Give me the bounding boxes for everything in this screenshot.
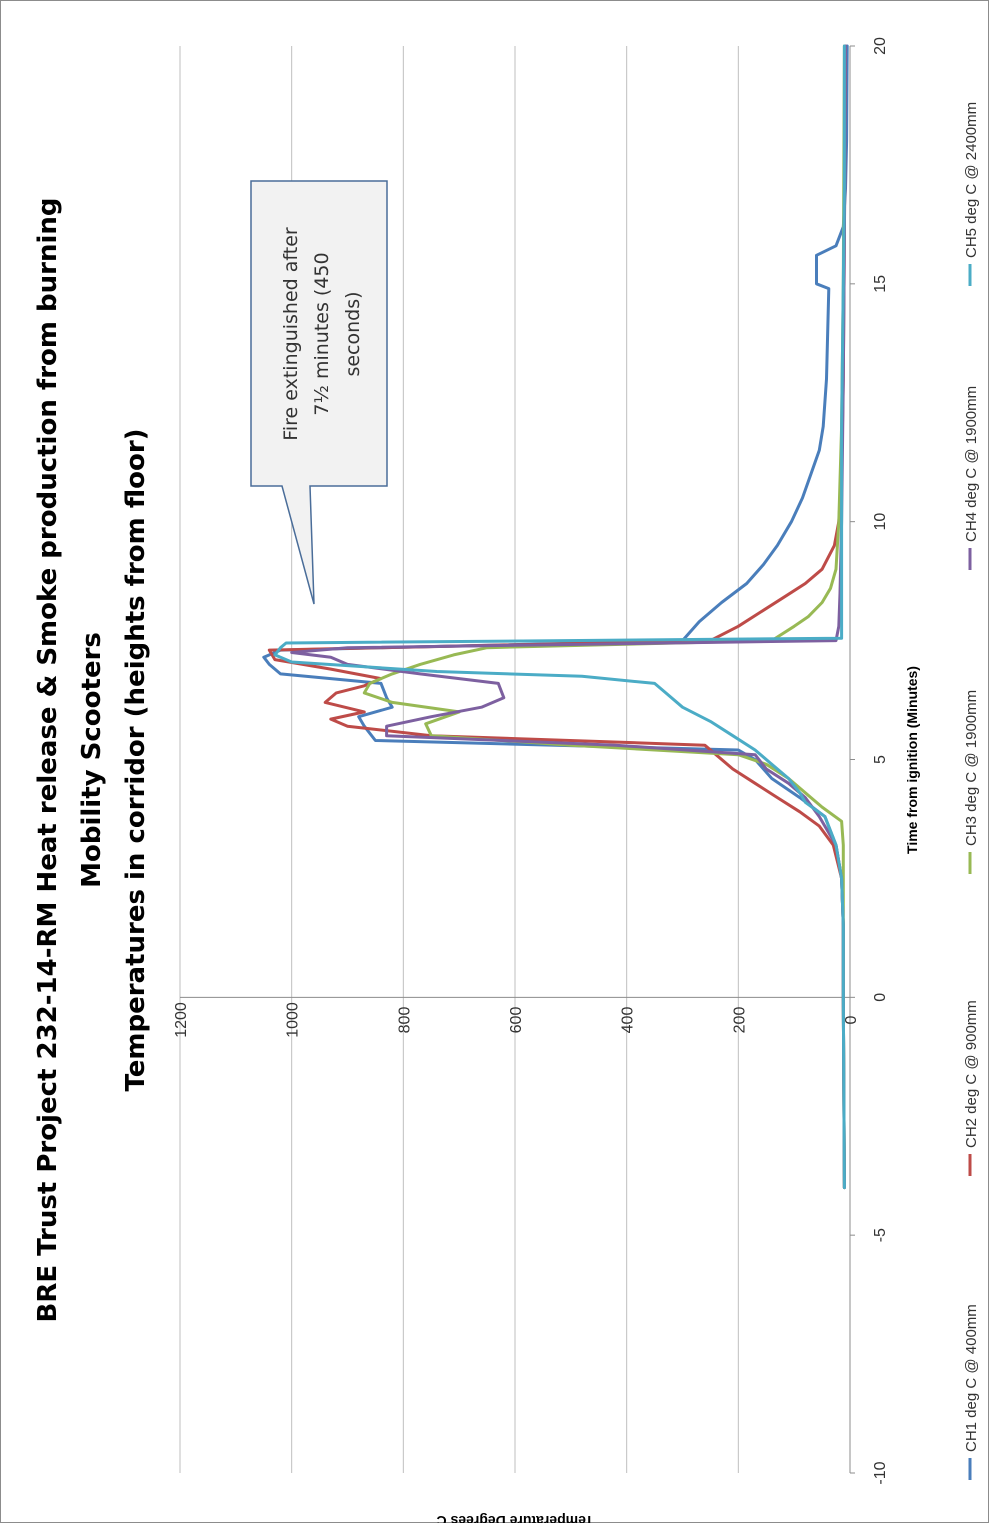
legend-label-ch5: CH5 deg C @ 2400mm — [963, 102, 980, 258]
callout-box — [250, 180, 388, 605]
legend-label-ch4: CH4 deg C @ 1900mm — [963, 386, 980, 542]
series-line-ch4 — [290, 44, 847, 1190]
legend: CH1 deg C @ 400mm CH2 deg C @ 900mm CH3 de… — [963, 102, 980, 1480]
chart-title-line-2: Mobility Scooters — [77, 632, 107, 888]
chart-title-line-3: Temperatures in corridor (heights from f… — [121, 428, 151, 1091]
y-tick-label: 1200 — [173, 1002, 190, 1038]
callout-line-2: 7½ minutes (450 — [311, 252, 333, 415]
callout-line-3: seconds) — [342, 291, 364, 376]
x-tick-label: 15 — [872, 275, 889, 293]
chart-title-group: BRE Trust Project 232-14-RM Heat release… — [33, 197, 151, 1322]
legend-label-ch3: CH3 deg C @ 1900mm — [963, 690, 980, 846]
x-tick-label: 0 — [872, 993, 889, 1002]
series-line-ch3 — [362, 44, 846, 1190]
x-tick-label: 20 — [872, 37, 889, 55]
y-tick-label: 200 — [731, 1007, 748, 1034]
x-tick-label: -5 — [872, 1228, 889, 1242]
tick-labels: 0 200 400 600 800 1000 1200 -10 -5 0 5 10 15 20 — [173, 37, 889, 1485]
legend-label-ch2: CH2 deg C @ 900mm — [963, 1000, 980, 1148]
axes — [180, 45, 855, 1474]
x-tick-label: 5 — [872, 755, 889, 764]
y-tick-label: 400 — [620, 1007, 637, 1034]
series-line-ch2 — [267, 44, 847, 1190]
callout-line-1: Fire extinguished after — [280, 227, 302, 441]
legend-label-ch1: CH1 deg C @ 400mm — [963, 1304, 980, 1452]
series-line-ch5 — [273, 44, 846, 1190]
y-tick-label: 1000 — [285, 1002, 302, 1038]
callout-annotation: Fire extinguished after 7½ minutes (450 … — [250, 180, 388, 605]
x-axis-title: Time from ignition (Minutes) — [904, 666, 920, 854]
y-tick-label: 0 — [843, 1015, 860, 1024]
y-axis-title: Temperature Degrees C — [437, 1513, 594, 1523]
chart-title-line-1: BRE Trust Project 232-14-RM Heat release… — [33, 197, 63, 1322]
x-tick-label: -10 — [872, 1461, 889, 1484]
x-tick-label: 10 — [872, 513, 889, 531]
y-tick-label: 600 — [508, 1007, 525, 1034]
y-tick-label: 800 — [396, 1007, 413, 1034]
series-lines — [262, 44, 849, 1190]
